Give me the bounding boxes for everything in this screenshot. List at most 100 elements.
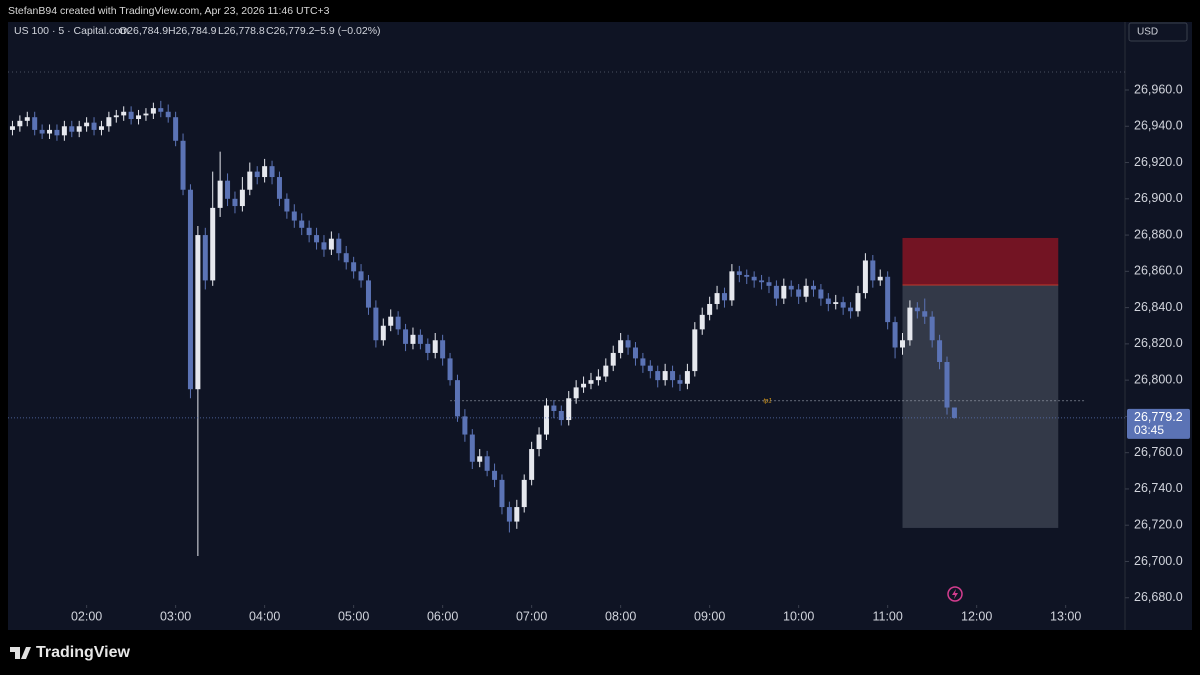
candle-body bbox=[543, 405, 549, 435]
candle-body bbox=[173, 117, 179, 141]
brand: TradingView bbox=[36, 644, 131, 661]
candle-body bbox=[566, 398, 572, 421]
candle-body bbox=[781, 285, 787, 299]
candle-body bbox=[202, 235, 208, 281]
candle-body bbox=[454, 380, 460, 417]
candle-body bbox=[603, 365, 609, 377]
candle-body bbox=[499, 479, 505, 508]
candle-body bbox=[328, 238, 334, 250]
candle-body bbox=[17, 120, 23, 127]
x-tick-label: 06:00 bbox=[427, 609, 458, 623]
chart-pane bbox=[8, 22, 1192, 630]
currency-box[interactable] bbox=[1128, 22, 1188, 42]
candle-body bbox=[269, 166, 275, 178]
candle-body bbox=[395, 316, 401, 330]
countdown: 03:45 bbox=[1134, 423, 1164, 437]
candle-body bbox=[506, 507, 512, 522]
candle-body bbox=[32, 117, 38, 130]
candle-body bbox=[128, 111, 134, 120]
y-tick-label: 26,940.0 bbox=[1134, 119, 1183, 133]
candle-body bbox=[744, 274, 750, 277]
y-tick-label: 26,880.0 bbox=[1134, 227, 1183, 241]
candle-body bbox=[262, 166, 268, 178]
candle-body bbox=[618, 340, 624, 353]
candle-body bbox=[69, 126, 75, 132]
candle-body bbox=[922, 311, 928, 317]
candle-body bbox=[232, 198, 238, 207]
candle-body bbox=[529, 449, 535, 480]
candle-body bbox=[647, 365, 653, 372]
candle-body bbox=[187, 189, 193, 390]
candle-body bbox=[61, 126, 67, 136]
candle-body bbox=[899, 340, 905, 348]
candle-body bbox=[751, 276, 757, 281]
candle-body bbox=[662, 371, 668, 381]
x-tick-label: 05:00 bbox=[338, 609, 369, 623]
candle-body bbox=[855, 293, 861, 312]
candle-body bbox=[351, 262, 357, 272]
candle-body bbox=[788, 285, 794, 290]
candle-body bbox=[677, 380, 683, 384]
legend-change: −5.9 (−0.02%) bbox=[314, 25, 381, 37]
candle-body bbox=[625, 340, 631, 348]
credit: StefanB94 created with TradingView.com, … bbox=[8, 5, 330, 17]
candle-body bbox=[106, 117, 112, 127]
candle-body bbox=[425, 343, 431, 353]
candle-body bbox=[818, 289, 824, 299]
x-tick-label: 10:00 bbox=[783, 609, 814, 623]
candle-body bbox=[447, 358, 453, 381]
candle-body bbox=[165, 111, 171, 118]
candle-body bbox=[595, 376, 601, 381]
candle-body bbox=[225, 180, 231, 199]
y-tick-label: 26,680.0 bbox=[1134, 590, 1183, 604]
target-zone bbox=[902, 284, 1059, 528]
y-tick-label: 26,820.0 bbox=[1134, 336, 1183, 350]
y-tick-label: 26,700.0 bbox=[1134, 554, 1183, 568]
candle-body bbox=[951, 407, 957, 418]
candle-body bbox=[684, 371, 690, 384]
x-tick-label: 12:00 bbox=[961, 609, 992, 623]
candle-body bbox=[729, 271, 735, 301]
candle-body bbox=[98, 126, 104, 130]
candle-body bbox=[870, 260, 876, 281]
candle-body bbox=[373, 307, 379, 341]
y-tick-label: 26,840.0 bbox=[1134, 300, 1183, 314]
alert-ring bbox=[947, 586, 963, 602]
candle-body bbox=[254, 171, 260, 178]
last-price-box bbox=[1127, 408, 1190, 439]
alert-icon[interactable] bbox=[947, 586, 963, 602]
level-label: tp1 bbox=[763, 398, 771, 404]
candle-body bbox=[707, 303, 713, 315]
candle-body bbox=[581, 383, 587, 388]
candle-body bbox=[365, 280, 371, 308]
candle-body bbox=[759, 280, 765, 283]
y-tick-label: 26,920.0 bbox=[1134, 155, 1183, 169]
legend-low: L26,778.8 bbox=[218, 25, 265, 37]
logo-icon bbox=[10, 647, 31, 659]
candle-body bbox=[484, 456, 490, 471]
candle-body bbox=[462, 416, 468, 435]
candle-body bbox=[210, 207, 216, 281]
x-tick-label: 09:00 bbox=[694, 609, 725, 623]
candle-body bbox=[195, 235, 201, 390]
candle-body bbox=[380, 325, 386, 341]
candle-body bbox=[588, 380, 594, 384]
symbol: US 100 · 5 · Capital.com bbox=[14, 25, 129, 37]
candle-body bbox=[558, 410, 564, 421]
candle-body bbox=[239, 189, 245, 207]
y-tick-label: 26,800.0 bbox=[1134, 372, 1183, 386]
candle-body bbox=[655, 371, 661, 381]
y-tick-label: 26,740.0 bbox=[1134, 481, 1183, 495]
candle-body bbox=[432, 340, 438, 353]
candle-body bbox=[143, 113, 149, 116]
candle-body bbox=[291, 211, 297, 221]
candle-body bbox=[403, 329, 409, 344]
candle-body bbox=[39, 129, 45, 134]
candle-body bbox=[180, 140, 186, 190]
x-tick-label: 13:00 bbox=[1050, 609, 1081, 623]
candle-body bbox=[314, 235, 320, 243]
candle-body bbox=[632, 347, 638, 359]
candle-body bbox=[24, 117, 30, 121]
candle-body bbox=[862, 260, 868, 294]
candle-body bbox=[358, 271, 364, 281]
